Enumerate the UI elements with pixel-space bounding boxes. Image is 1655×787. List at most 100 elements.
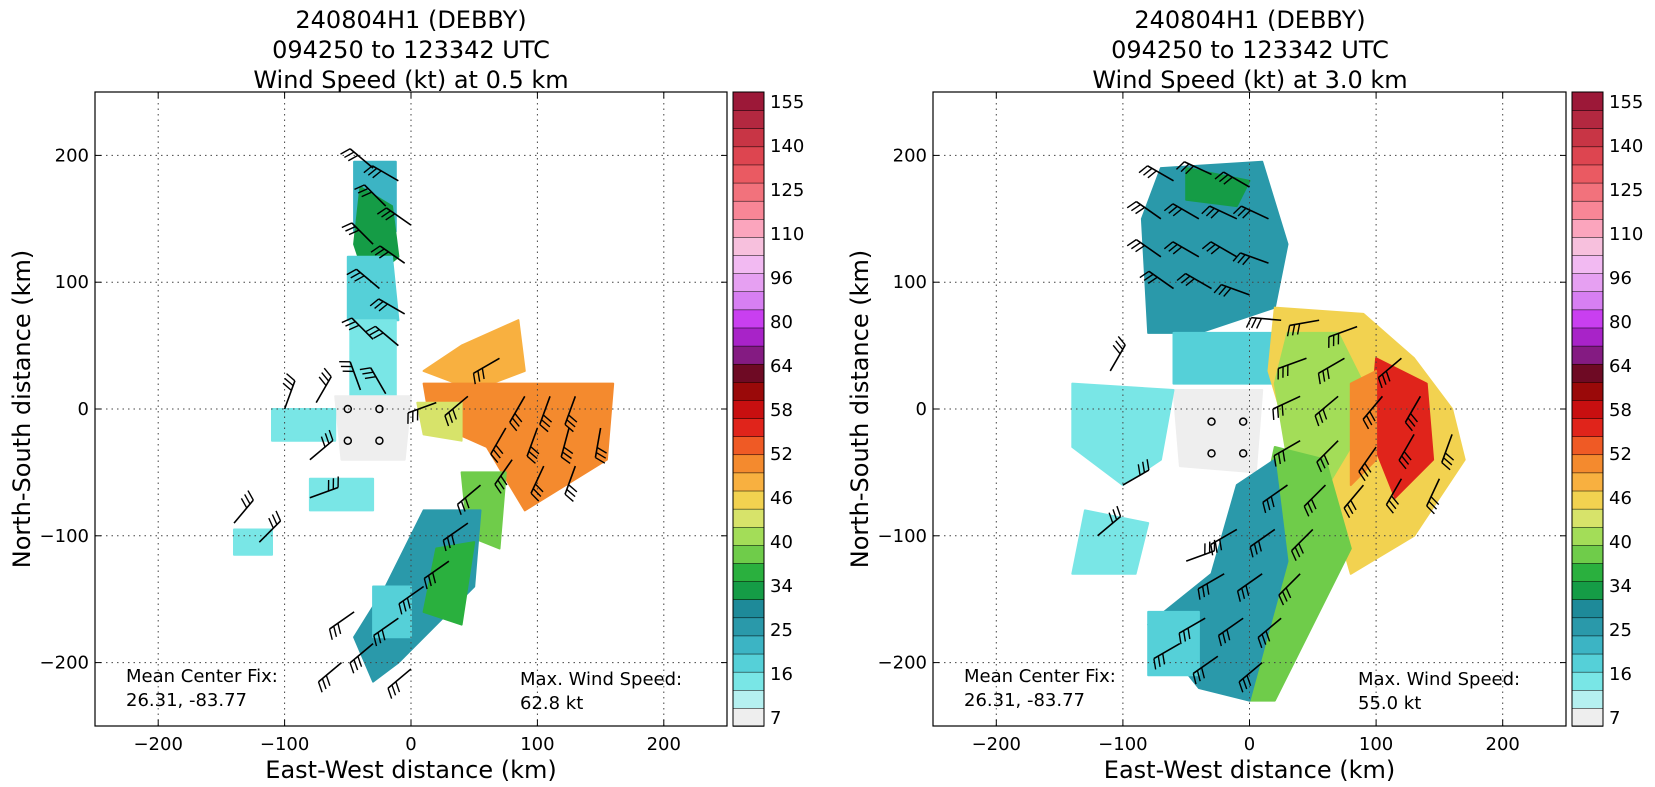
wind-barb-feather: [345, 225, 356, 232]
wind-barb-feather: [378, 251, 389, 259]
wind-barb-feather: [1214, 171, 1224, 180]
wind-barb-feather: [1346, 503, 1354, 515]
colorbar-tick-label: 110: [770, 224, 804, 245]
colorbar-segment: [1571, 236, 1604, 256]
chart-title-line-1: 240804H1 (DEBBY): [295, 6, 526, 34]
wind-barb-feather: [444, 415, 450, 427]
wind-barb-feather: [395, 681, 401, 693]
wind-region: [308, 477, 375, 512]
colorbar-segment: [732, 526, 765, 546]
wind-barb-feather: [1219, 539, 1223, 551]
wind-barb-feather: [378, 303, 388, 312]
y-axis-label: North-South distance (km): [8, 250, 36, 569]
wind-barb-feather: [542, 414, 553, 423]
wind-barb-feather: [324, 433, 330, 444]
wind-barb-feather: [1210, 246, 1221, 255]
y-tick-label: 0: [916, 399, 927, 420]
colorbar-segment: [732, 182, 765, 202]
wind-barb-feather: [1142, 461, 1146, 473]
wind-barb-feather: [1270, 496, 1275, 508]
colorbar-segment: [1571, 508, 1604, 528]
colorbar-segment: [1571, 327, 1604, 347]
colorbar-segment: [732, 236, 765, 256]
wind-barb-feather: [1291, 324, 1296, 336]
colorbar-segment: [732, 309, 765, 329]
colorbar-segment: [732, 164, 765, 184]
wind-barb-feather: [345, 321, 356, 327]
wind-barb-feather: [1115, 340, 1124, 350]
wind-barbs: [233, 148, 607, 699]
colorbar-tick-label: 64: [1609, 356, 1632, 377]
wind-barb-feather: [1108, 512, 1114, 524]
wind-barb-feather: [373, 635, 378, 647]
colorbar-tick-label: 58: [770, 400, 793, 421]
wind-barb-feather: [364, 375, 376, 380]
x-axis-label: East-West distance (km): [1104, 756, 1395, 784]
wind-barb-feather: [1135, 206, 1146, 215]
chart-title-line-1: 240804H1 (DEBBY): [1134, 6, 1365, 34]
wind-barb-feather: [596, 446, 607, 454]
wind-barb-feather: [1364, 462, 1372, 473]
wind-barb-feather: [1277, 453, 1282, 465]
wind-barb-feather: [1390, 495, 1400, 505]
colorbar-segment: [1571, 182, 1604, 202]
wind-barb-feather: [1319, 458, 1326, 469]
chart-title-line-2: 094250 to 123342 UTC: [1111, 36, 1389, 64]
wind-barb-feather: [1276, 406, 1280, 418]
x-tick-label: −100: [1098, 734, 1147, 755]
wind-barb-feather: [1381, 374, 1387, 385]
wind-barb-feather: [1201, 586, 1206, 598]
wind-barb-feather: [1398, 459, 1407, 470]
wind-barb-feather: [346, 268, 357, 276]
wind-barb-feather: [568, 484, 578, 493]
wind-barb-feather: [1385, 370, 1391, 382]
wind-barb-feather: [1237, 207, 1247, 217]
wind-barb-feather: [452, 408, 457, 420]
wind-barb-feather: [1187, 628, 1191, 640]
wind-barb-feather: [1281, 591, 1288, 602]
wind-barb-feather: [1232, 252, 1241, 262]
wind-barb-feather: [1143, 273, 1154, 282]
colorbar-segment: [732, 327, 765, 347]
wind-region: [416, 401, 463, 442]
wind-barb-feather: [1265, 630, 1271, 642]
calm-marker: [1238, 449, 1248, 458]
y-tick-label: −200: [40, 653, 89, 674]
colorbar-tick-label: 7: [1609, 708, 1620, 729]
center-fix-label: Mean Center Fix:: [126, 666, 278, 687]
colorbar-segment: [1571, 435, 1604, 456]
wind-barb-feather: [1273, 455, 1277, 467]
wind-barb-feather: [1290, 550, 1297, 561]
wind-barb-feather: [1210, 209, 1220, 219]
wind-region: [1071, 509, 1150, 575]
x-tick-label: 0: [405, 734, 416, 755]
wind-barb-feather: [1377, 377, 1383, 389]
colorbar-frame: [1571, 91, 1604, 727]
wind-barb-feather: [1185, 165, 1195, 175]
wind-barb-feather: [1443, 457, 1453, 466]
wind-barb-feather: [1250, 317, 1257, 329]
colorbar-tick-label: 34: [1609, 576, 1632, 597]
wind-region: [1140, 160, 1289, 334]
colorbar-segment: [1571, 526, 1604, 546]
wind-barb-feather: [1326, 368, 1330, 380]
wind-barb-feather: [1307, 502, 1314, 514]
wind-barb-feather: [1175, 161, 1185, 170]
wind-barb-feather: [1261, 633, 1267, 645]
max-wind-label: Max. Wind Speed:: [1358, 669, 1520, 690]
wind-barb-feather: [481, 368, 485, 380]
x-tick-label: 100: [520, 734, 554, 755]
wind-barb-feather: [240, 498, 248, 509]
wind-barb-feather: [381, 210, 391, 218]
chart-title-line-2: 094250 to 123342 UTC: [272, 36, 550, 64]
wind-barb-feather: [530, 492, 540, 502]
wind-barb-feather: [1135, 244, 1146, 253]
wind-barb-feather: [328, 429, 334, 441]
colorbar-segment: [732, 272, 765, 293]
wind-barb-feather: [1245, 317, 1252, 328]
center-fix-value: 26.31, -83.77: [126, 690, 247, 711]
wind-barb-feather: [1407, 417, 1416, 427]
colorbar-segment: [732, 417, 765, 437]
wind-region: [334, 395, 412, 461]
wind-barb-feather: [1232, 205, 1242, 215]
